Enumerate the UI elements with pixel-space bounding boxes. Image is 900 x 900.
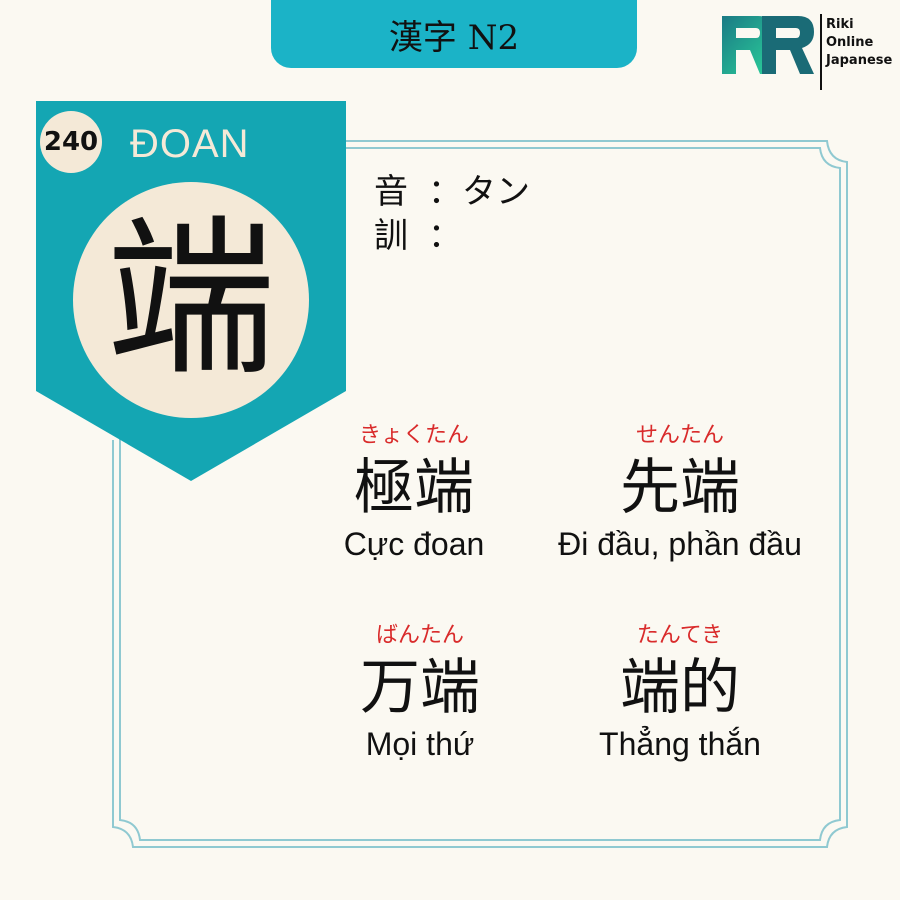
on-reading-separator: ： [428,172,462,212]
vocab-word: 極端 [354,453,474,523]
vocab-meaning: Đi đầu, phần đầu [558,526,802,562]
kun-reading-separator: ： [428,216,462,256]
vocab-word: 万端 [360,653,480,723]
riki-logo: Riki Online Japanese [718,14,898,94]
kanji-number: 240 [43,127,99,157]
vocab-item: ばんたん 万端 Mọi thứ [320,622,520,762]
kanji-number-badge: 240 [40,111,102,173]
kun-reading-label: 訓 [374,216,408,256]
vocab-furigana: ばんたん [375,623,464,648]
vocab-furigana: せんたん [635,423,724,448]
logo-line-3: Japanese [826,53,893,68]
readings-block: 音 ： タン 訓 ： [374,170,530,258]
vocab-word: 端的 [620,653,740,723]
kun-reading-row: 訓 ： [374,214,530,258]
vocab-furigana: たんてき [636,623,724,648]
logo-line-2: Online [826,35,874,50]
vocab-word: 先端 [620,453,740,523]
vocab-meaning: Mọi thứ [365,726,475,762]
on-reading-label: 音 [374,172,408,212]
level-title: 漢字 N2 [388,17,520,58]
logo-divider [820,14,822,90]
kanji-circle: 端 [73,182,309,418]
han-viet-reading: ĐOAN [130,122,250,166]
vocab-meaning: Cực đoan [343,526,485,562]
vocab-furigana: きょくたん [358,423,469,448]
vocab-item: きょくたん 極端 Cực đoan [314,422,514,562]
vocab-item: せんたん 先端 Đi đầu, phần đầu [530,422,830,562]
vocab-meaning: Thẳng thắn [599,726,761,762]
kanji-character: 端 [105,201,276,399]
logo-text: Riki Online Japanese [826,16,892,70]
logo-line-1: Riki [826,17,854,32]
vocab-item: たんてき 端的 Thẳng thắn [560,622,800,762]
on-reading-row: 音 ： タン [374,170,530,214]
riki-logo-icon [722,16,814,74]
level-header-tab: 漢字 N2 [271,0,637,68]
on-reading-value: タン [462,172,530,212]
